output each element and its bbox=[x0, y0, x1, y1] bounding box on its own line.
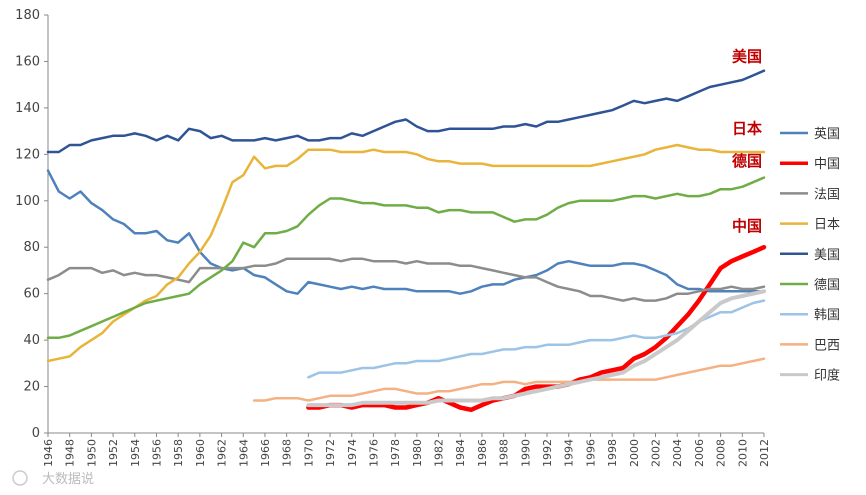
legend-label: 巴西 bbox=[814, 338, 840, 353]
x-tick-label: 1960 bbox=[194, 439, 207, 467]
x-tick-label: 1988 bbox=[498, 439, 511, 467]
x-tick-label: 1946 bbox=[42, 439, 55, 467]
legend-label: 法国 bbox=[814, 187, 840, 202]
x-tick-label: 1974 bbox=[346, 439, 359, 467]
x-tick-label: 2010 bbox=[736, 439, 749, 467]
x-tick-label: 2002 bbox=[650, 439, 663, 467]
series-line-英国 bbox=[46, 169, 766, 295]
x-tick-label: 1948 bbox=[64, 439, 77, 467]
watermark-text: 大数据说 bbox=[42, 472, 94, 487]
legend-label: 印度 bbox=[814, 368, 840, 384]
x-tick-label: 1982 bbox=[433, 439, 446, 467]
y-tick-label: 60 bbox=[23, 287, 40, 302]
x-tick-label: 2000 bbox=[628, 439, 641, 467]
y-tick-label: 100 bbox=[15, 194, 40, 209]
series-line-印度 bbox=[306, 289, 766, 408]
x-tick-label: 1966 bbox=[259, 439, 272, 467]
x-tick-label: 2008 bbox=[715, 439, 728, 467]
legend-label: 英国 bbox=[814, 127, 840, 142]
x-tick-label: 1996 bbox=[584, 439, 597, 467]
annotation-美国: 美国 bbox=[732, 47, 762, 65]
series-line-中国 bbox=[306, 244, 767, 413]
y-tick-label: 140 bbox=[15, 101, 40, 116]
series-line-法国 bbox=[46, 257, 766, 302]
x-tick-label: 1990 bbox=[519, 439, 532, 467]
chart-series bbox=[46, 69, 767, 413]
x-tick-label: 1952 bbox=[107, 439, 120, 467]
x-tick-label: 1956 bbox=[150, 439, 163, 467]
watermark-logo-icon bbox=[12, 470, 28, 486]
y-tick-label: 120 bbox=[15, 147, 40, 162]
legend-label: 中国 bbox=[814, 157, 840, 172]
series-line-日本 bbox=[46, 143, 766, 363]
series-line-德国 bbox=[46, 176, 766, 340]
legend-label: 韩国 bbox=[814, 308, 840, 323]
x-tick-label: 1998 bbox=[606, 439, 619, 467]
x-tick-label: 1986 bbox=[476, 439, 489, 467]
x-tick-label: 1968 bbox=[281, 439, 294, 467]
x-tick-label: 1972 bbox=[324, 439, 337, 467]
y-tick-label: 160 bbox=[15, 54, 40, 69]
series-line-美国 bbox=[46, 69, 766, 154]
x-tick-label: 1970 bbox=[302, 439, 315, 467]
y-tick-label: 20 bbox=[23, 380, 40, 395]
y-tick-label: 40 bbox=[23, 333, 40, 348]
x-tick-label: 1950 bbox=[85, 439, 98, 467]
annotation-中国: 中国 bbox=[732, 217, 762, 235]
legend-label: 美国 bbox=[814, 248, 840, 263]
y-tick-label: 0 bbox=[32, 426, 40, 441]
x-tick-label: 2012 bbox=[758, 439, 771, 467]
series-line-巴西 bbox=[252, 357, 766, 402]
annotation-德国: 德国 bbox=[732, 152, 762, 170]
chart-axes: 0 20 40 60 80 100 120 140 160 180 1946 1948 1950 1952… bbox=[15, 8, 771, 467]
x-tick-label: 2004 bbox=[671, 439, 684, 467]
y-tick-label: 180 bbox=[15, 8, 40, 23]
x-tick-label: 1992 bbox=[541, 439, 554, 467]
watermark: 大数据说 bbox=[12, 470, 94, 487]
x-tick-label: 1962 bbox=[216, 439, 229, 467]
x-tick-label: 1994 bbox=[563, 439, 576, 467]
series-line-韩国 bbox=[307, 299, 766, 379]
x-tick-label: 1978 bbox=[389, 439, 402, 467]
x-tick-label: 1980 bbox=[411, 439, 424, 467]
y-tick-label: 80 bbox=[23, 240, 40, 255]
x-tick-label: 1964 bbox=[237, 439, 250, 467]
x-tick-label: 2006 bbox=[693, 439, 706, 467]
x-tick-label: 1954 bbox=[129, 439, 142, 467]
legend-label: 日本 bbox=[814, 218, 840, 233]
legend-label: 德国 bbox=[814, 278, 840, 293]
x-tick-label: 1976 bbox=[367, 439, 380, 467]
x-tick-label: 1984 bbox=[454, 439, 467, 467]
annotation-日本: 日本 bbox=[732, 119, 762, 137]
x-tick-label: 1958 bbox=[172, 439, 185, 467]
